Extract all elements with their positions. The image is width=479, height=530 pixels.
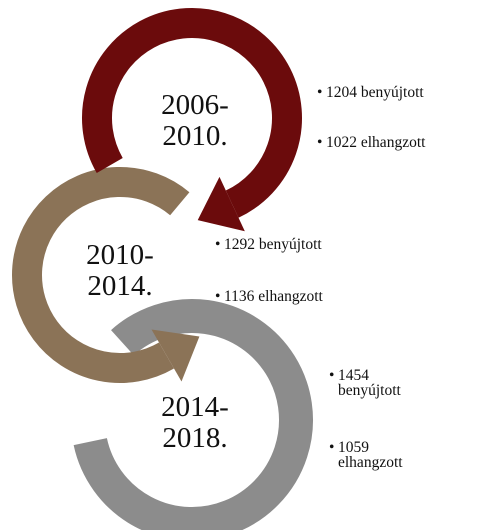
bullet-item: 1059 elhangzott xyxy=(329,440,418,471)
bullet-item: 1292 benyújtott xyxy=(215,237,322,253)
bullet-item: 1022 elhangzott xyxy=(317,135,425,151)
bullet-item: 1136 elhangzott xyxy=(215,289,323,305)
arc xyxy=(73,299,313,530)
arrowhead xyxy=(151,329,200,382)
label-line: 2010. xyxy=(162,120,228,152)
bullet-item: 1454 benyújtott xyxy=(329,368,418,399)
period-label: 2010- 2014. xyxy=(65,240,175,302)
arc xyxy=(12,167,190,383)
label-line: 2018. xyxy=(162,422,228,454)
bullet-item: 1204 benyújtott xyxy=(317,85,424,101)
arrowhead xyxy=(197,176,245,232)
label-line: 2014. xyxy=(87,270,153,302)
label-line: 2010- xyxy=(86,239,154,271)
arc xyxy=(82,8,302,218)
label-line: 2006- xyxy=(161,89,229,121)
period-label: 2006- 2010. xyxy=(140,90,250,152)
period-label: 2014- 2018. xyxy=(140,392,250,454)
label-line: 2014- xyxy=(161,391,229,423)
